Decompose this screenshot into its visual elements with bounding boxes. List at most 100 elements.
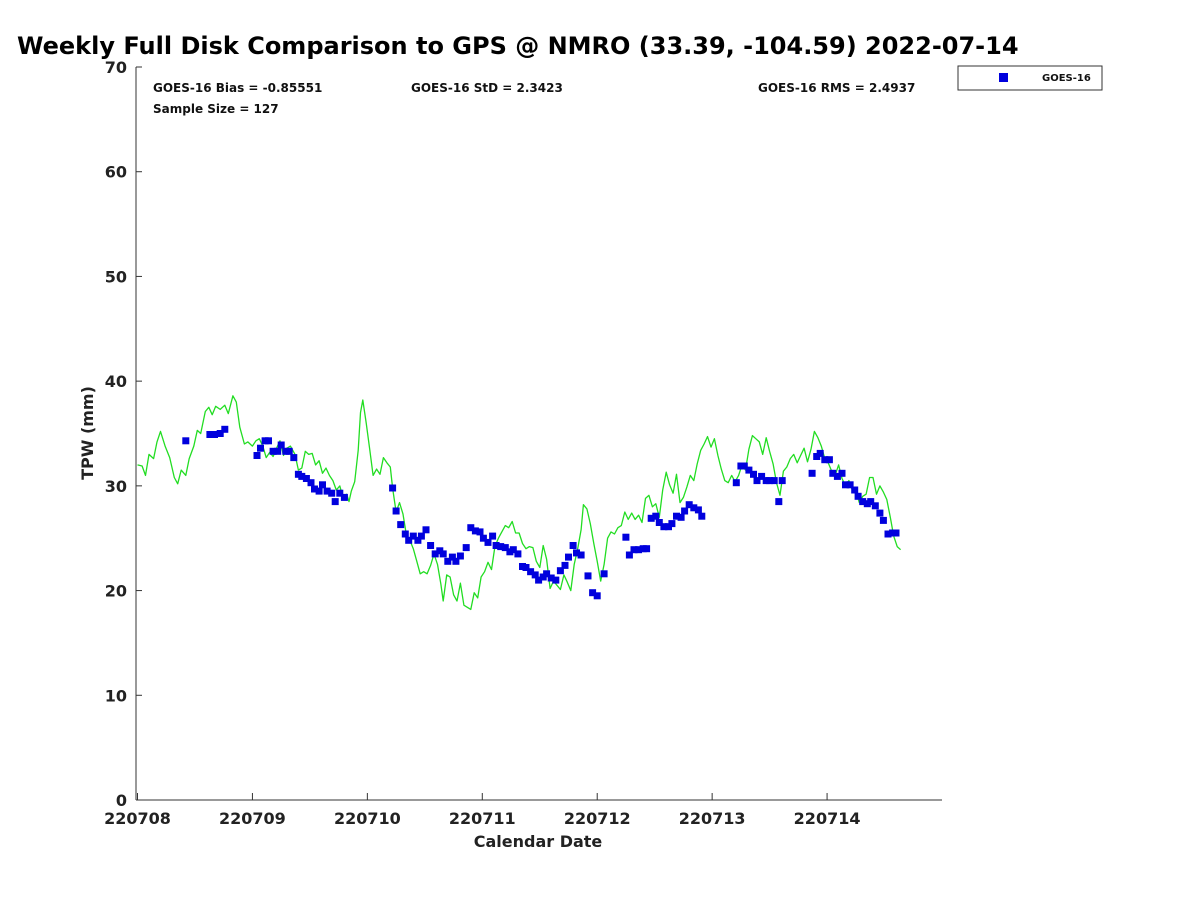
goes16-data-point: [685, 501, 693, 509]
goes16-data-point: [489, 532, 497, 540]
goes16-data-point: [740, 462, 748, 470]
goes16-data-point: [311, 485, 318, 493]
goes16-data-point: [497, 543, 505, 551]
goes16-data-point: [753, 477, 761, 485]
goes16-data-point: [552, 576, 560, 584]
goes16-data-point: [833, 472, 841, 480]
goes16-data-point: [405, 536, 413, 544]
goes16-data-point: [778, 477, 786, 485]
goes16-data-point: [414, 536, 422, 544]
goes16-data-point: [816, 449, 824, 457]
goes16-data-point: [479, 534, 487, 542]
goes16-data-point: [565, 553, 572, 561]
rms-stat: GOES-16 RMS = 2.4937: [758, 81, 915, 95]
goes16-data-point: [307, 479, 315, 487]
goes16-data-point: [298, 472, 306, 480]
goes16-data-point: [290, 454, 298, 462]
x-tick-label: 220708: [104, 809, 171, 828]
goes16-data-point: [285, 447, 293, 455]
y-tick-label: 40: [105, 372, 127, 391]
goes16-data-point: [531, 571, 539, 579]
y-tick-label: 30: [105, 477, 127, 496]
goes16-data-point: [854, 492, 862, 500]
goes16-data-point: [302, 475, 310, 482]
goes16-data-point: [660, 523, 668, 531]
goes16-data-point: [859, 498, 867, 506]
goes16-data-point: [556, 567, 564, 575]
legend: GOES-16: [957, 65, 1103, 91]
goes16-data-point: [677, 513, 685, 521]
goes16-data-point: [643, 545, 651, 553]
goes16-data-point: [879, 516, 887, 524]
goes16-data-point: [535, 576, 543, 584]
y-axis-label: TPW (mm): [78, 386, 97, 480]
goes16-data-point: [527, 568, 535, 576]
plot-area: [136, 67, 942, 800]
goes16-data-point: [277, 441, 285, 449]
std-stat: GOES-16 StD = 2.3423: [411, 81, 563, 95]
goes16-data-point: [448, 553, 456, 561]
bias-stat: GOES-16 Bias = -0.85551: [153, 81, 322, 95]
goes16-data-point: [221, 425, 229, 433]
goes16-data-point: [456, 552, 464, 560]
goes16-data-point: [569, 542, 577, 549]
goes16-data-point: [698, 512, 706, 520]
goes16-data-point: [336, 489, 344, 497]
legend-label: GOES-16: [1042, 73, 1091, 84]
goes16-data-point: [589, 589, 597, 597]
goes16-data-point: [274, 447, 282, 455]
goes16-data-point: [838, 469, 846, 477]
goes16-data-point: [431, 550, 439, 558]
goes16-data-point: [851, 486, 859, 494]
x-tick-label: 220714: [794, 809, 861, 828]
goes16-data-point: [732, 479, 740, 487]
goes16-data-point: [422, 526, 430, 534]
goes16-data-point: [584, 572, 592, 580]
goes16-data-point: [673, 512, 680, 520]
goes16-data-point: [593, 592, 601, 600]
goes16-data-point: [884, 530, 892, 538]
goes16-data-point: [484, 538, 492, 546]
goes16-data-point: [622, 533, 630, 541]
goes16-data-point: [462, 544, 470, 552]
goes16-data-point: [775, 498, 783, 506]
goes16-data-point: [319, 481, 326, 489]
goes16-data-point: [758, 472, 766, 480]
goes16-data-point: [829, 469, 837, 477]
goes16-data-point: [681, 507, 689, 515]
goes16-data-point: [331, 498, 339, 506]
goes16-data-point: [211, 431, 218, 438]
x-tick-label: 220712: [564, 809, 631, 828]
x-tick-label: 220709: [219, 809, 286, 828]
y-tick-label: 10: [105, 686, 127, 705]
x-tick-label: 220710: [334, 809, 401, 828]
legend-box: [957, 65, 1103, 91]
goes16-data-point: [216, 430, 224, 437]
sample-size-stat: Sample Size = 127: [153, 102, 279, 116]
goes16-data-point: [444, 557, 452, 565]
y-tick-label: 50: [105, 267, 127, 286]
goes16-data-point: [808, 469, 816, 477]
goes16-data-point: [476, 528, 484, 536]
y-tick-label: 20: [105, 582, 127, 601]
goes16-data-point: [471, 527, 479, 535]
goes16-data-point: [409, 532, 417, 540]
y-tick-label: 60: [105, 163, 127, 182]
goes16-data-point: [439, 550, 447, 558]
goes16-data-point: [625, 551, 633, 559]
goes16-data-point: [655, 519, 663, 526]
chart-title: Weekly Full Disk Comparison to GPS @ NMR…: [17, 32, 1019, 60]
goes16-data-point: [315, 487, 323, 495]
goes16-data-point: [635, 546, 643, 554]
goes16-data-point: [452, 557, 460, 565]
goes16-data-point: [745, 466, 753, 474]
goes16-data-point: [876, 509, 884, 517]
goes16-data-point: [750, 470, 757, 478]
goes16-data-point: [892, 529, 900, 537]
goes16-data-point: [543, 570, 551, 578]
x-tick-label: 220713: [679, 809, 746, 828]
goes16-data-point: [871, 502, 879, 510]
goes16-data-point: [389, 484, 397, 492]
x-ticks: 220708 220709 220710 220711 220712 220713 2207…: [104, 793, 860, 828]
goes16-data-point: [846, 481, 854, 489]
